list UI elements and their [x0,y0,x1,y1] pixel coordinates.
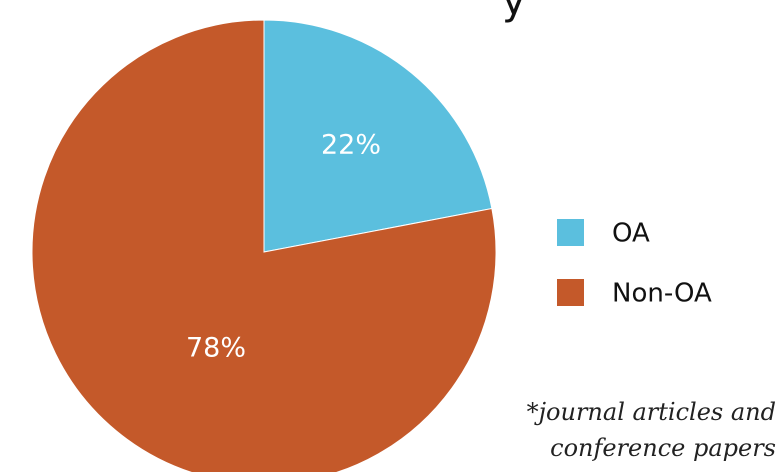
legend-label-oa: OA [612,219,650,249]
pie-slice-oa [263,19,493,253]
legend-label-non-oa: Non-OA [612,279,712,309]
slice-label-oa: 22% [321,130,381,161]
footnote-line-1: *journal articles and [527,398,776,426]
legend-swatch-oa [557,219,584,246]
footnote-line-2: conference papers [550,434,776,462]
pie-slices [31,19,497,472]
chart-title-fragment: y [502,0,526,24]
legend-swatch-non-oa [557,279,584,306]
pie-slice-non-oa [31,19,497,472]
legend: OA Non-OA [557,219,712,309]
slice-label-non-oa: 78% [186,333,246,364]
footnote: *journal articles and conference papers [527,398,776,462]
